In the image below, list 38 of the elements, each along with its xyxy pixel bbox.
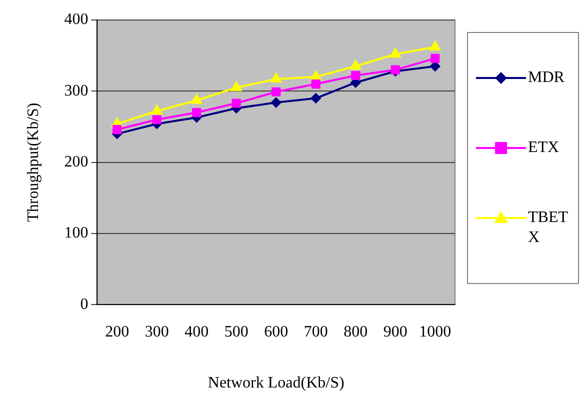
x-tick-label: 1000 (419, 323, 452, 340)
point (192, 108, 202, 118)
y-tick-label: 400 (64, 11, 88, 28)
point (351, 70, 360, 80)
legend-label: MDR (528, 68, 566, 88)
point (310, 70, 322, 80)
legend-label: ETX (528, 138, 560, 158)
x-tick-label: 900 (383, 323, 408, 340)
point (191, 94, 202, 104)
x-tick-label: 500 (224, 323, 248, 340)
legend-label: TBETX (528, 208, 569, 248)
point (272, 87, 281, 96)
point (310, 93, 321, 104)
point (430, 54, 440, 63)
x-tick-label: 300 (144, 323, 169, 340)
x-tick-label: 200 (105, 323, 130, 340)
x-tick-label: 700 (304, 323, 328, 340)
point (152, 105, 162, 115)
point (350, 60, 361, 70)
point (231, 82, 242, 92)
point (232, 98, 241, 108)
x-axis-title: Network Load(Kb/S) (208, 374, 344, 392)
point (112, 125, 122, 134)
x-tick-label: 400 (184, 323, 209, 340)
y-tick-label: 100 (64, 224, 88, 242)
x-tick-label: 600 (264, 323, 288, 340)
y-tick-label: 200 (64, 154, 88, 171)
x-tick-label: 800 (344, 323, 368, 340)
y-tick-label: 300 (64, 82, 88, 100)
point (311, 80, 320, 89)
point (390, 65, 400, 74)
point (271, 98, 282, 108)
y-tick-label: 0 (80, 296, 88, 313)
point (152, 115, 162, 124)
point (270, 73, 282, 83)
point (430, 41, 440, 51)
y-axis-title: Throughput(Kb/S) (24, 102, 42, 222)
point (390, 48, 401, 58)
